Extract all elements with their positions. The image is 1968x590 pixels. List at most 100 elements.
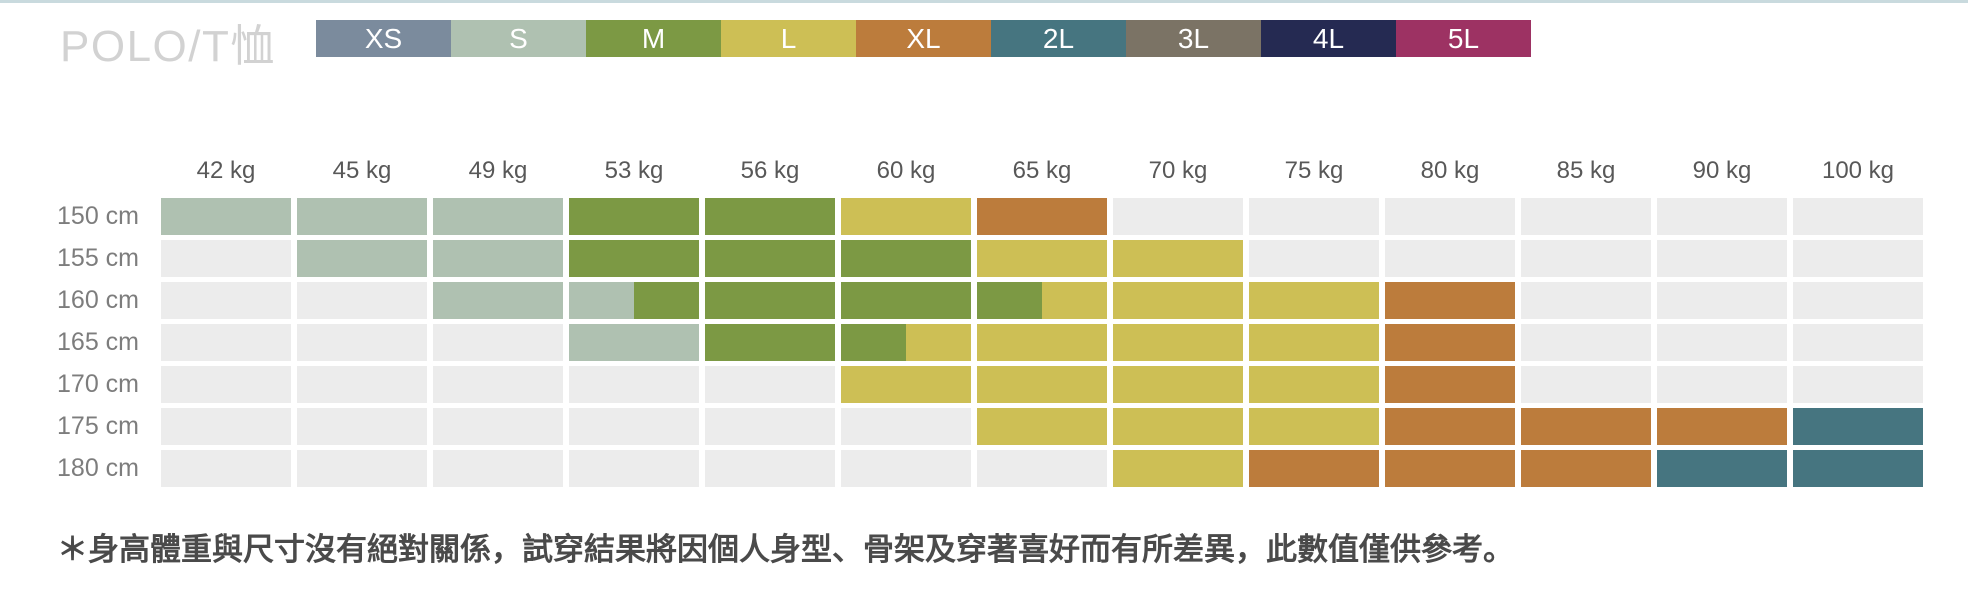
size-cell-175cm-42kg [161, 408, 291, 445]
weight-header-100kg: 100 kg [1821, 157, 1895, 184]
size-cell-155cm-53kg [569, 240, 699, 277]
size-cell-170cm-42kg [161, 366, 291, 403]
size-cell-170cm-75kg [1249, 366, 1379, 403]
size-cell-150cm-80kg [1385, 198, 1515, 235]
weight-header-75kg: 75 kg [1284, 157, 1344, 184]
top-divider [0, 0, 1968, 3]
size-cell-150cm-45kg [297, 198, 427, 235]
size-cell-175cm-60kg [841, 408, 971, 445]
size-cell-180cm-42kg [161, 450, 291, 487]
size-cell-180cm-75kg [1249, 450, 1379, 487]
size-cell-165cm-60kg [841, 324, 971, 361]
size-cell-180cm-60kg [841, 450, 971, 487]
size-cell-160cm-60kg [841, 282, 971, 319]
weight-header-56kg: 56 kg [740, 157, 800, 184]
size-cell-165cm-56kg [705, 324, 835, 361]
size-cell-155cm-100kg [1793, 240, 1923, 277]
weight-header-70kg: 70 kg [1148, 157, 1208, 184]
size-cell-170cm-80kg [1385, 366, 1515, 403]
size-cell-165cm-53kg [569, 324, 699, 361]
height-label-175cm: 175 cm [57, 412, 139, 440]
size-cell-180cm-80kg [1385, 450, 1515, 487]
size-cell-160cm-100kg [1793, 282, 1923, 319]
weight-header-65kg: 65 kg [1012, 157, 1072, 184]
size-cell-170cm-60kg [841, 366, 971, 403]
size-cell-160cm-49kg [433, 282, 563, 319]
size-cell-180cm-56kg [705, 450, 835, 487]
size-cell-170cm-65kg [977, 366, 1107, 403]
size-cell-155cm-49kg [433, 240, 563, 277]
size-cell-175cm-85kg [1521, 408, 1651, 445]
height-label-180cm: 180 cm [57, 454, 139, 482]
weight-header-90kg: 90 kg [1692, 157, 1752, 184]
size-cell-175cm-100kg [1793, 408, 1923, 445]
size-cell-175cm-65kg [977, 408, 1107, 445]
weight-header-53kg: 53 kg [604, 157, 664, 184]
height-label-155cm: 155 cm [57, 244, 139, 272]
size-cell-165cm-85kg [1521, 324, 1651, 361]
legend-item-m: M [586, 20, 721, 57]
size-cell-160cm-65kg [977, 282, 1107, 319]
size-cell-180cm-45kg [297, 450, 427, 487]
size-cell-155cm-70kg [1113, 240, 1243, 277]
legend-item-5l: 5L [1396, 20, 1531, 57]
size-cell-155cm-85kg [1521, 240, 1651, 277]
size-cell-165cm-70kg [1113, 324, 1243, 361]
height-label-150cm: 150 cm [57, 202, 139, 230]
size-cell-155cm-60kg [841, 240, 971, 277]
size-cell-150cm-49kg [433, 198, 563, 235]
weight-header-49kg: 49 kg [468, 157, 528, 184]
size-cell-175cm-45kg [297, 408, 427, 445]
size-legend: XS S M L XL 2L 3L 4L 5L [316, 20, 1531, 57]
height-label-160cm: 160 cm [57, 286, 139, 314]
size-cell-175cm-56kg [705, 408, 835, 445]
size-cell-155cm-75kg [1249, 240, 1379, 277]
size-cell-150cm-75kg [1249, 198, 1379, 235]
size-cell-160cm-70kg [1113, 282, 1243, 319]
size-cell-150cm-65kg [977, 198, 1107, 235]
legend-item-l: L [721, 20, 856, 57]
size-cell-170cm-45kg [297, 366, 427, 403]
size-table: 42 kg 45 kg 49 kg 53 kg 56 kg 60 kg 65 kg 70 kg… [0, 152, 1923, 487]
size-cell-160cm-90kg [1657, 282, 1787, 319]
size-cell-180cm-49kg [433, 450, 563, 487]
size-cell-160cm-42kg [161, 282, 291, 319]
size-cell-155cm-56kg [705, 240, 835, 277]
size-cell-165cm-49kg [433, 324, 563, 361]
size-cell-155cm-80kg [1385, 240, 1515, 277]
size-cell-175cm-70kg [1113, 408, 1243, 445]
legend-item-3l: 3L [1126, 20, 1261, 57]
size-cell-160cm-75kg [1249, 282, 1379, 319]
size-cell-180cm-100kg [1793, 450, 1923, 487]
size-cell-180cm-70kg [1113, 450, 1243, 487]
size-cell-150cm-85kg [1521, 198, 1651, 235]
size-cell-150cm-42kg [161, 198, 291, 235]
disclaimer-note: ＊身高體重與尺寸沒有絕對關係，試穿結果將因個人身型、骨架及穿著喜好而有所差異，此… [57, 532, 1514, 567]
size-cell-170cm-49kg [433, 366, 563, 403]
size-cell-155cm-42kg [161, 240, 291, 277]
size-cell-160cm-80kg [1385, 282, 1515, 319]
size-cell-165cm-75kg [1249, 324, 1379, 361]
size-cell-180cm-90kg [1657, 450, 1787, 487]
weight-header-45kg: 45 kg [332, 157, 392, 184]
legend-item-2l: 2L [991, 20, 1126, 57]
size-cell-170cm-53kg [569, 366, 699, 403]
page-title: POLO/T恤 [60, 22, 276, 71]
size-cell-150cm-60kg [841, 198, 971, 235]
size-cell-150cm-70kg [1113, 198, 1243, 235]
size-cell-165cm-100kg [1793, 324, 1923, 361]
size-cell-170cm-85kg [1521, 366, 1651, 403]
size-cell-170cm-90kg [1657, 366, 1787, 403]
size-cell-155cm-45kg [297, 240, 427, 277]
weight-header-85kg: 85 kg [1556, 157, 1616, 184]
size-cell-175cm-49kg [433, 408, 563, 445]
size-cell-180cm-53kg [569, 450, 699, 487]
size-cell-170cm-56kg [705, 366, 835, 403]
legend-item-xs: XS [316, 20, 451, 57]
size-cell-155cm-90kg [1657, 240, 1787, 277]
size-cell-150cm-100kg [1793, 198, 1923, 235]
weight-header-80kg: 80 kg [1420, 157, 1480, 184]
legend-item-4l: 4L [1261, 20, 1396, 57]
size-cell-170cm-70kg [1113, 366, 1243, 403]
